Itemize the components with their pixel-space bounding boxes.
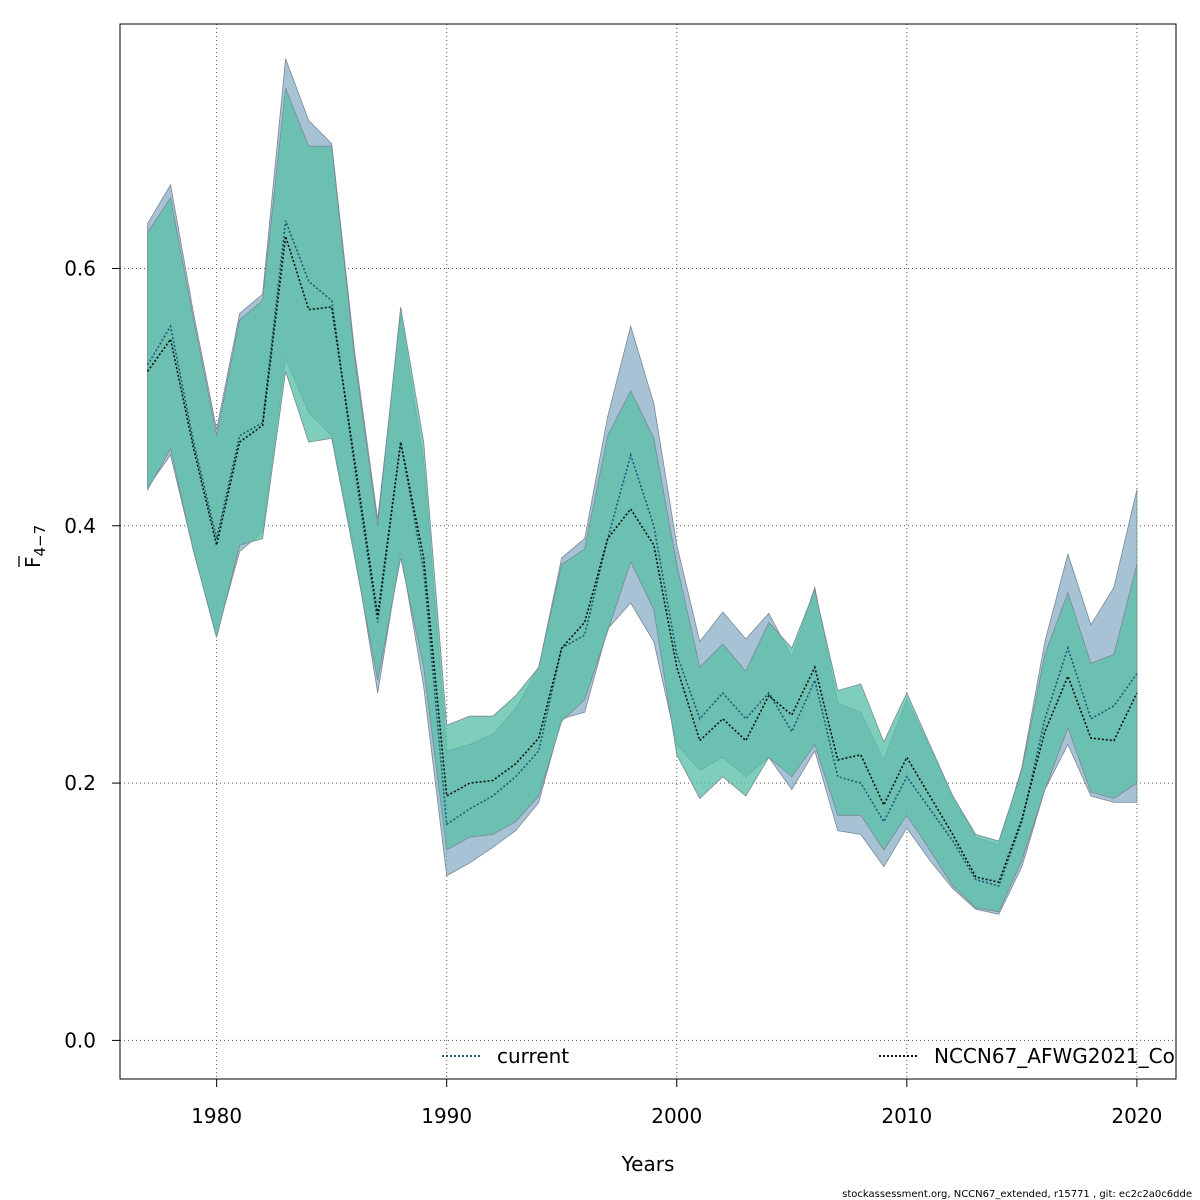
confidence-bands <box>147 58 1138 915</box>
y-tick-label-3: 0.6 <box>64 256 96 280</box>
x-tick-label-1980: 1980 <box>191 1104 242 1128</box>
y-tick-label-1: 0.2 <box>64 771 96 795</box>
y-axis-title-main: F <box>21 556 45 568</box>
y-axis-title-subscript: 4−7 <box>31 525 49 557</box>
x-tick-label-2010: 2010 <box>881 1104 932 1128</box>
series-line-0 <box>146 220 1138 887</box>
series-lines <box>146 220 1138 887</box>
y-tick-label-0: 0.0 <box>64 1028 96 1052</box>
legend-label-current: current <box>497 1044 569 1068</box>
axes: 1980 1990 2000 2010 2020 0.0 0.2 0.4 0.6 <box>64 256 1162 1128</box>
series-line-1 <box>146 236 1138 884</box>
confidence-band-1 <box>147 88 1138 913</box>
x-axis-title: Years <box>621 1152 675 1176</box>
footer-note: stockassessment.org, NCCN67_extended, r1… <box>842 1189 1192 1200</box>
x-tick-label-1990: 1990 <box>421 1104 472 1128</box>
y-axis-title: F4−7 <box>18 525 49 568</box>
legend-label-nccn67: NCCN67_AFWG2021_Co <box>934 1044 1175 1068</box>
legend: current NCCN67_AFWG2021_Co <box>442 1044 1175 1068</box>
y-tick-label-2: 0.4 <box>64 514 96 538</box>
x-tick-label-2020: 2020 <box>1111 1104 1162 1128</box>
y-axis-title-text: F4−7 <box>21 525 49 568</box>
plot-frame <box>119 23 1177 1080</box>
x-tick-label-2000: 2000 <box>651 1104 702 1128</box>
